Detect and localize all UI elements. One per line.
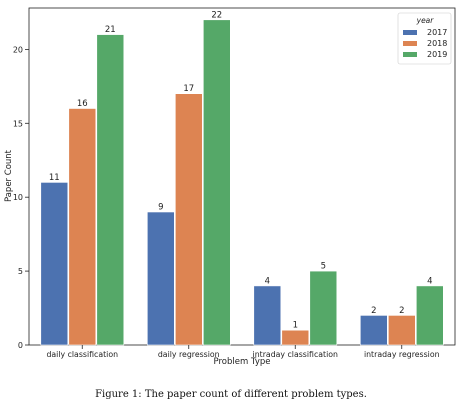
bar-value-label: 1: [293, 321, 298, 331]
x-tick-label: daily regression: [158, 350, 220, 359]
figure-caption: Figure 1: The paper count of different p…: [95, 389, 367, 400]
bar-2018-2: [281, 329, 310, 346]
y-tick-label: 10: [13, 193, 23, 202]
x-axis-label: Problem Type: [214, 357, 271, 367]
legend-label-2018: 2018: [427, 39, 447, 48]
bar-value-label: 9: [158, 203, 163, 213]
bar-2017-1: [147, 211, 175, 346]
bar-value-label: 2: [371, 306, 376, 316]
bar-value-label: 21: [105, 25, 116, 35]
y-tick-label: 15: [13, 119, 23, 128]
legend: year 2017 2018 2019: [397, 12, 452, 65]
legend-title: year: [416, 16, 435, 25]
x-tick-label: intraday classification: [253, 350, 338, 359]
legend-label-2017: 2017: [427, 28, 447, 37]
bar-value-label: 2: [399, 306, 404, 316]
bar-value-label: 5: [321, 262, 326, 272]
bar-2019-0: [96, 34, 125, 346]
bar-2018-3: [387, 315, 416, 346]
x-tick-label: intraday regression: [364, 350, 440, 359]
bars-layer: [40, 19, 444, 346]
bar-2017-3: [359, 315, 388, 346]
bar-2018-1: [175, 93, 203, 346]
legend-box: [397, 12, 452, 65]
bar-value-label: 4: [265, 276, 270, 286]
y-axis-label: Paper Count: [4, 149, 14, 202]
x-tick-label: daily classification: [46, 350, 118, 359]
y-tick-label: 0: [18, 341, 23, 350]
y-tick-label: 5: [18, 267, 23, 276]
legend-swatch-2018: [403, 41, 417, 46]
bar-2019-3: [415, 285, 444, 346]
bar-value-label: 16: [77, 99, 88, 109]
bar-2019-1: [203, 19, 231, 346]
bar-2017-0: [40, 182, 69, 346]
legend-swatch-2017: [403, 30, 417, 35]
y-tick-label: 20: [13, 45, 23, 54]
bar-2019-2: [309, 270, 338, 346]
bar-value-label: 17: [183, 84, 194, 94]
bar-2017-2: [253, 285, 282, 346]
bar-value-label: 22: [211, 10, 222, 20]
legend-label-2019: 2019: [427, 50, 447, 59]
y-axis: 0 5 10 15 20: [13, 45, 29, 350]
bar-value-label: 11: [49, 173, 60, 183]
x-axis: daily classification daily regression intr…: [46, 345, 440, 359]
legend-swatch-2019: [403, 52, 417, 57]
plot-frame: [28, 7, 456, 346]
bar-2018-0: [68, 108, 97, 346]
bar-value-label: 4: [427, 276, 432, 286]
